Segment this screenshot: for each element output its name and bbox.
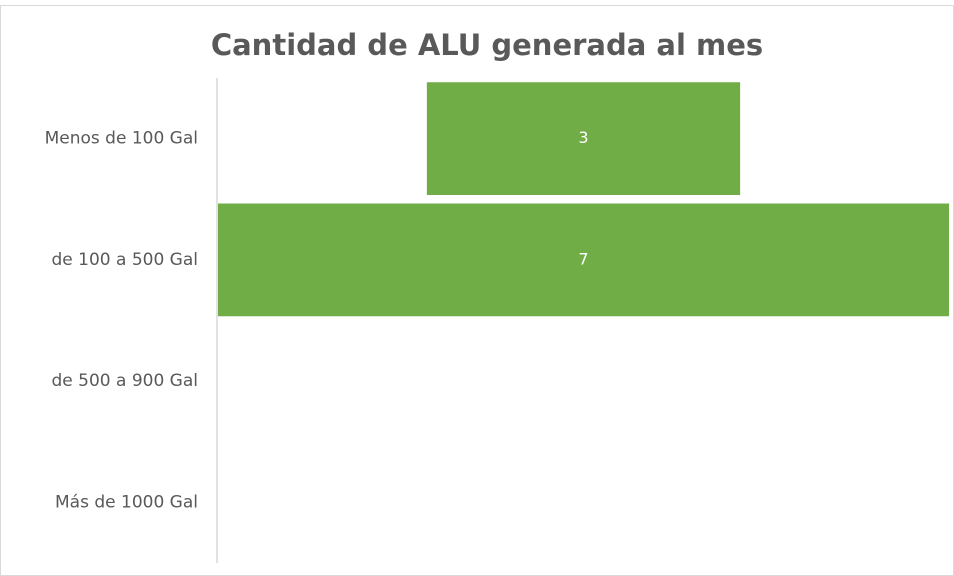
bar	[426, 82, 741, 196]
category-label: de 100 a 500 Gal	[52, 250, 199, 270]
bar	[218, 203, 949, 317]
data-label: 7	[578, 249, 588, 268]
data-label: 3	[578, 128, 588, 147]
chart-title: Cantidad de ALU generada al mes	[211, 28, 763, 62]
category-label: Más de 1000 Gal	[55, 492, 198, 512]
category-label: de 500 a 900 Gal	[52, 371, 199, 391]
category-label: Menos de 100 Gal	[45, 129, 198, 149]
